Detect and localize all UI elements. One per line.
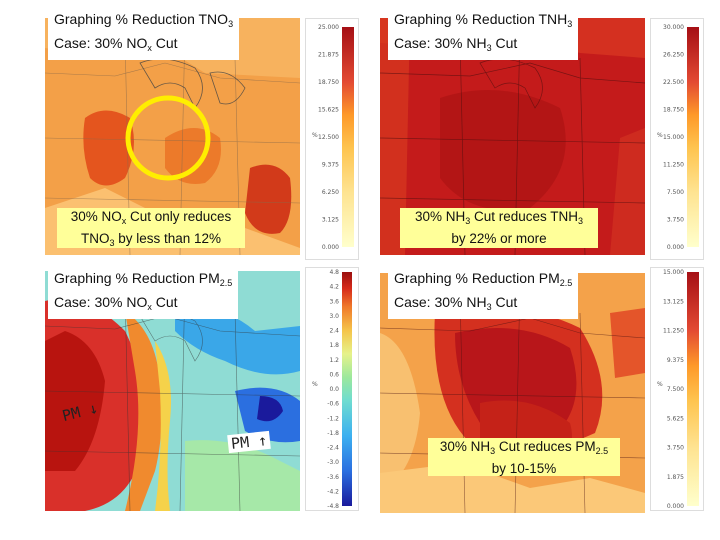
colorbar-tick-label: 18.750 (318, 79, 339, 86)
colorbar-tick-label: 1.875 (667, 474, 684, 481)
svg-text:%: % (312, 381, 318, 388)
colorbar-tick-label: 15.625 (318, 107, 339, 114)
colorbar-tick-label: 11.250 (663, 328, 684, 335)
colorbar-tick-label: 7.500 (667, 386, 684, 393)
colorbar-tick-label: 15.000 (663, 269, 684, 276)
colorbar-tick-label: -3.0 (327, 459, 339, 466)
colorbar-tick-label: 25.000 (318, 24, 339, 31)
colorbar-tick-label: -3.6 (327, 474, 339, 481)
colorbar-tick-label: 15.000 (663, 134, 684, 141)
finding-caption: 30% NH3 Cut reduces TNH3 by 22% or more (400, 208, 598, 248)
colorbar-tick-label: 6.250 (322, 189, 339, 196)
colorbar-tick-label: 13.125 (663, 298, 684, 305)
colorbar-tick-label: 1.2 (329, 357, 339, 364)
colorbar-tick-label: 22.500 (663, 79, 684, 86)
colorbar-tick-label: -4.2 (327, 488, 339, 495)
colorbar-tno3-nox: 25.000 21.875 18.750 15.625 12.500 9.375 6.250… (305, 18, 359, 260)
colorbar-tick-label: 0.000 (322, 244, 339, 251)
colorbar-tick-label: 0.000 (667, 503, 684, 510)
colorbar-tick-label: 3.750 (667, 445, 684, 452)
panel-title: Graphing % Reduction PM2.5 Case: 30% NH3… (388, 267, 579, 319)
panel-title: Graphing % Reduction TNH3 Case: 30% NH3 … (388, 8, 579, 60)
colorbar-tick-label: 21.875 (318, 52, 339, 59)
colorbar-tnh3-nh3: 30.000 26.250 22.500 18.750 15.000 11.250 7.50… (650, 18, 704, 260)
finding-caption: 30% NH3 Cut reduces PM2.5 by 10-15% (428, 438, 620, 476)
colorbar-tick-label: 3.750 (667, 217, 684, 224)
highlight-circle (125, 95, 211, 181)
colorbar-tick-label: 5.625 (667, 415, 684, 422)
colorbar-tick-label: 9.375 (667, 357, 684, 364)
colorbar-tick-label: 18.750 (663, 107, 684, 114)
colorbar-tick-label: 0.0 (329, 386, 339, 393)
colorbar-tick-label: 11.250 (663, 162, 684, 169)
colorbar-tick-label: -1.8 (327, 430, 339, 437)
panel-tno3-nox: 25.000 21.875 18.750 15.625 12.500 9.375 6.250… (0, 0, 360, 265)
svg-text:%: % (657, 381, 663, 388)
panel-title: Graphing % Reduction PM2.5 Case: 30% NOx… (48, 267, 239, 319)
colorbar-tick-label: 26.250 (663, 52, 684, 59)
colorbar-tick-label: 2.4 (329, 328, 339, 335)
colorbar-tick-label: 3.125 (322, 217, 339, 224)
panel-pm25-nox: 4.8 4.2 3.6 3.0 2.4 1.8 1.2 0.6 0.0 -0.6 -1.2 -1.8 -… (0, 265, 360, 540)
colorbar-tick-label: 1.8 (329, 342, 339, 349)
colorbar-tick-label: 4.2 (329, 284, 339, 291)
panel-title: Graphing % Reduction TNO3 Case: 30% NOx … (48, 8, 240, 60)
colorbar-tick-label: -4.8 (327, 503, 339, 510)
colorbar-tick-label: 0.000 (667, 244, 684, 251)
colorbar-tick-label: 0.6 (329, 371, 339, 378)
colorbar-tick-label: 3.0 (329, 313, 339, 320)
panel-pm25-nh3: 15.000 13.125 11.250 9.375 7.500 5.625 3.750 1.… (360, 265, 720, 540)
svg-text:%: % (312, 132, 318, 139)
colorbar-tick-label: -1.2 (327, 415, 339, 422)
colorbar-tick-label: 3.6 (329, 298, 339, 305)
svg-text:%: % (657, 132, 663, 139)
colorbar-tick-label: 4.8 (329, 269, 339, 276)
colorbar-tick-label: 12.500 (318, 134, 339, 141)
colorbar-tick-label: -2.4 (327, 445, 339, 452)
colorbar-pm25-nox: 4.8 4.2 3.6 3.0 2.4 1.8 1.2 0.6 0.0 -0.6 -1.2 -1.8 -… (305, 267, 359, 511)
finding-caption: 30% NOx Cut only reduces TNO3 by less th… (57, 208, 245, 248)
colorbar-tick-label: 9.375 (322, 162, 339, 169)
panel-tnh3-nh3: 30.000 26.250 22.500 18.750 15.000 11.250 7.50… (360, 0, 720, 265)
colorbar-tick-label: 7.500 (667, 189, 684, 196)
colorbar-pm25-nh3: 15.000 13.125 11.250 9.375 7.500 5.625 3.750 1.… (650, 267, 704, 511)
colorbar-tick-label: -0.6 (327, 401, 339, 408)
colorbar-tick-label: 30.000 (663, 24, 684, 31)
